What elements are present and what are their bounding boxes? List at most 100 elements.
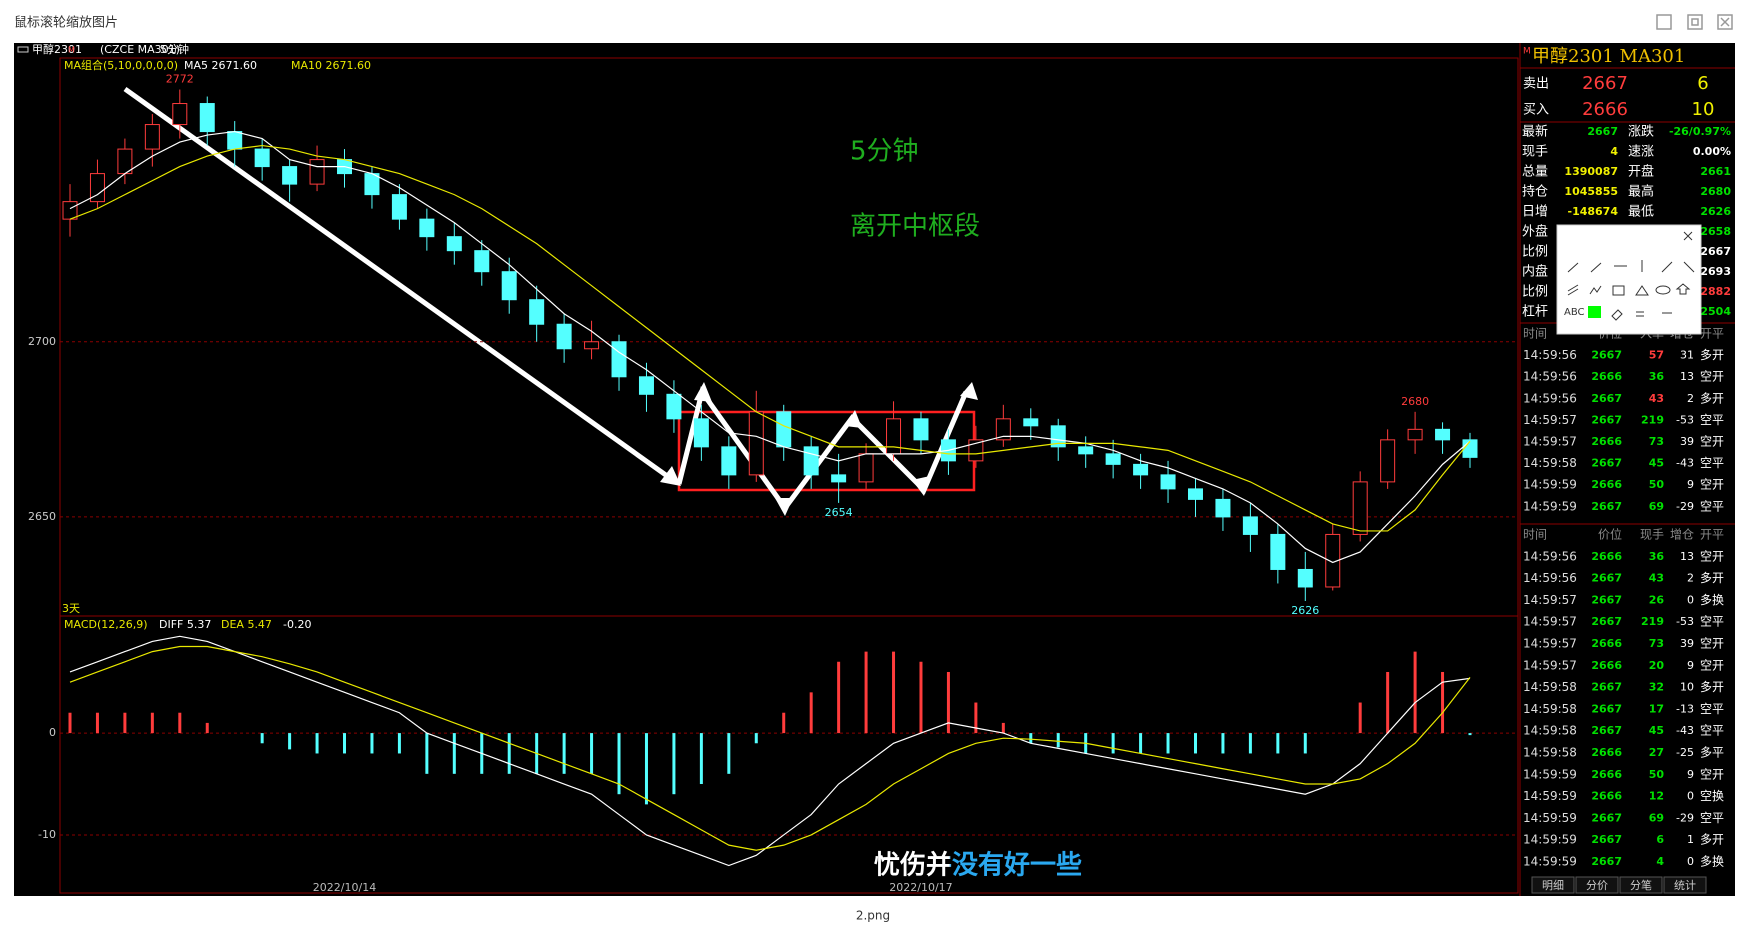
candle-body bbox=[1215, 498, 1231, 518]
tab[interactable] bbox=[1575, 876, 1619, 894]
table-header: 价位 bbox=[1598, 527, 1622, 542]
table-cell: 2 bbox=[1687, 392, 1694, 405]
macd-line bbox=[69, 635, 1471, 867]
table-cell: 2667 bbox=[1591, 572, 1622, 585]
candle-body bbox=[62, 201, 78, 220]
candle-body bbox=[858, 453, 874, 483]
table-cell: 空平 bbox=[1700, 499, 1724, 513]
table-header: 时间 bbox=[1523, 327, 1547, 341]
color-swatch[interactable] bbox=[1588, 306, 1601, 318]
tab-label: 明细 bbox=[1542, 879, 1564, 892]
table-cell: 14:59:56 bbox=[1523, 391, 1577, 405]
candle-body bbox=[1105, 453, 1121, 465]
candle-body bbox=[254, 148, 270, 168]
table-cell: 多开 bbox=[1700, 391, 1724, 405]
table-cell: 14:59:58 bbox=[1523, 746, 1577, 760]
stat-value: 0.00% bbox=[1693, 145, 1731, 158]
candle-body bbox=[666, 393, 682, 420]
stat-value: 2680 bbox=[1700, 185, 1731, 198]
candle-body bbox=[1242, 516, 1258, 535]
table-cell: 2666 bbox=[1591, 637, 1622, 650]
candle-body bbox=[419, 218, 435, 238]
candle-body bbox=[886, 418, 902, 455]
table-cell: 空开 bbox=[1700, 767, 1724, 781]
table-cell: 2667 bbox=[1591, 457, 1622, 470]
table-cell: 36 bbox=[1649, 370, 1665, 383]
table-cell: -13 bbox=[1676, 702, 1694, 715]
table-cell: 39 bbox=[1680, 637, 1694, 650]
macd-legend: -0.20 bbox=[283, 618, 311, 631]
table-cell: 14:59:56 bbox=[1523, 571, 1577, 585]
quote-label: 买入 bbox=[1523, 103, 1549, 118]
table-header: 开平 bbox=[1700, 528, 1724, 542]
caption: 2.png bbox=[856, 909, 890, 923]
table-cell: 2667 bbox=[1591, 593, 1622, 606]
table-cell: 空平 bbox=[1700, 811, 1724, 825]
draw-tools-popup: ABC bbox=[1556, 224, 1702, 335]
ma-line bbox=[69, 130, 1471, 564]
stat-label: 比例 bbox=[1522, 245, 1548, 260]
extreme-label: 2680 bbox=[1401, 395, 1429, 408]
candle-body bbox=[1380, 439, 1396, 483]
x-tick-label: 2022/10/14 bbox=[313, 881, 376, 894]
ma-legend: MA组合(5,10,0,0,0,0) bbox=[64, 58, 178, 72]
candle-body bbox=[1435, 428, 1451, 441]
table-cell: 2666 bbox=[1591, 478, 1622, 491]
plot-frame bbox=[59, 57, 1519, 894]
table-cell: 6 bbox=[1656, 833, 1664, 846]
table-cell: 0 bbox=[1687, 593, 1694, 606]
table-cell: 50 bbox=[1649, 478, 1665, 491]
stat-value: 1045855 bbox=[1564, 185, 1618, 198]
candle-body bbox=[1270, 533, 1286, 570]
tab[interactable] bbox=[1531, 876, 1575, 894]
close-button[interactable] bbox=[1683, 231, 1693, 241]
table-cell: 45 bbox=[1649, 724, 1664, 737]
candle-body bbox=[227, 131, 243, 150]
window-title: 鼠标滚轮缩放图片 bbox=[14, 15, 118, 31]
table-cell: 14:59:58 bbox=[1523, 702, 1577, 716]
stat-label: 外盘 bbox=[1522, 224, 1548, 240]
candle-body bbox=[556, 323, 572, 350]
stat-value: 2693 bbox=[1700, 265, 1731, 278]
table-cell: 空平 bbox=[1700, 456, 1724, 470]
window-buttons[interactable] bbox=[1656, 14, 1733, 30]
tab[interactable] bbox=[1663, 876, 1707, 894]
candle-body bbox=[1078, 446, 1094, 455]
table-cell: 2667 bbox=[1591, 811, 1622, 824]
table-cell: 0 bbox=[1687, 790, 1694, 803]
tab-label: 分笔 bbox=[1630, 878, 1652, 892]
tool-icons[interactable] bbox=[1567, 260, 1695, 321]
table-cell: 14:59:57 bbox=[1523, 637, 1577, 651]
table-cell: 73 bbox=[1649, 435, 1664, 448]
table-cell: 2666 bbox=[1591, 746, 1622, 759]
ma-line bbox=[69, 144, 1471, 532]
table-cell: 14:59:57 bbox=[1523, 435, 1577, 449]
table-cell: 多平 bbox=[1700, 746, 1724, 760]
table-cell: 2666 bbox=[1591, 435, 1622, 448]
candle-body bbox=[1325, 533, 1341, 588]
text-tool[interactable]: ABC bbox=[1564, 307, 1585, 318]
stat-label: 总量 bbox=[1522, 165, 1548, 180]
candle-body bbox=[446, 236, 462, 252]
candle-body bbox=[638, 376, 654, 395]
table-cell: 空开 bbox=[1700, 370, 1724, 384]
candle-body bbox=[1297, 568, 1313, 588]
panel-title: 甲醇2301 MA301 bbox=[1532, 46, 1685, 67]
stat-value: 2667 bbox=[1700, 245, 1731, 258]
table-cell: 9 bbox=[1687, 478, 1694, 491]
candle-body bbox=[1462, 439, 1478, 458]
y-tick-label: 0 bbox=[49, 726, 56, 739]
candle-body bbox=[721, 446, 737, 476]
table-cell: 57 bbox=[1649, 349, 1664, 362]
table-cell: 14:59:58 bbox=[1523, 456, 1577, 470]
table-cell: 2666 bbox=[1591, 550, 1622, 563]
table-cell: 空平 bbox=[1700, 615, 1724, 629]
candle-body bbox=[1160, 474, 1176, 490]
chart-header: 5分钟 bbox=[160, 42, 189, 56]
stat-label: 内盘 bbox=[1522, 264, 1548, 280]
arrow-heads bbox=[660, 382, 978, 516]
macd-legend: DIFF 5.37 bbox=[159, 618, 211, 631]
table-cell: 13 bbox=[1680, 370, 1694, 383]
table-cell: 14:59:56 bbox=[1523, 370, 1577, 384]
tab[interactable] bbox=[1619, 876, 1663, 894]
